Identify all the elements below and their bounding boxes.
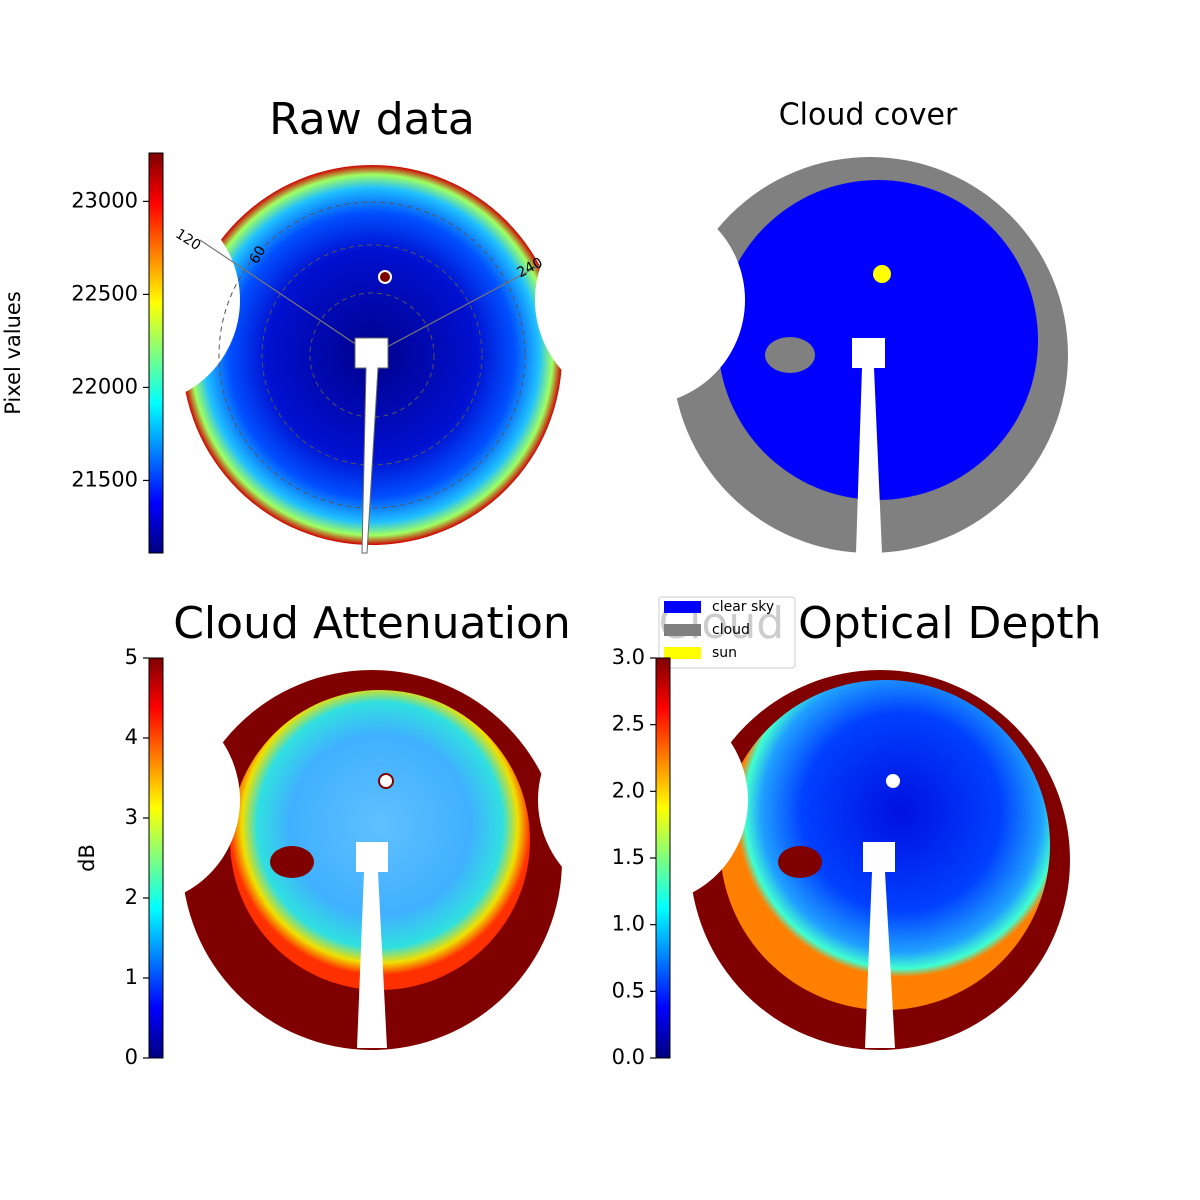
panel-title: Cloud Attenuation — [173, 598, 571, 649]
y-tick-label: 23000 — [71, 188, 138, 212]
y-tick-label: 21500 — [71, 467, 138, 491]
y-axis-label: Pixel values — [1, 291, 25, 415]
legend-label: clear sky — [712, 599, 774, 615]
y-tick-label: 2.5 — [612, 712, 645, 736]
polar-label: 60 — [247, 243, 270, 266]
colorbar — [148, 657, 164, 1059]
cloud-cover-image — [535, 157, 1068, 553]
y-tick-label: 1 — [125, 965, 138, 989]
legend-label: cloud — [712, 622, 750, 638]
y-tick-label: 3.0 — [612, 645, 645, 669]
y-tick-label: 4 — [125, 725, 138, 749]
y-tick-label: 2.0 — [612, 778, 645, 802]
y-tick-label: 0 — [125, 1045, 138, 1069]
panel-title: Raw data — [269, 94, 475, 145]
colorbar — [148, 152, 164, 554]
colorbar — [655, 657, 671, 1059]
y-tick-label: 2 — [125, 885, 138, 909]
y-tick-label: 22500 — [71, 281, 138, 305]
optical-depth-image — [538, 670, 1070, 1050]
y-tick-label: 0.0 — [612, 1045, 645, 1069]
legend-swatch — [664, 624, 701, 636]
legend-swatch — [664, 601, 701, 613]
legend-swatch — [664, 647, 701, 659]
y-tick-label: 22000 — [71, 374, 138, 398]
panel-title: Cloud cover — [779, 98, 958, 133]
attenuation-image — [30, 670, 562, 1050]
y-tick-label: 5 — [125, 645, 138, 669]
y-tick-label: 0.5 — [612, 978, 645, 1002]
y-tick-label: 1.5 — [612, 845, 645, 869]
legend-label: sun — [712, 645, 737, 661]
raw-image — [30, 165, 573, 554]
y-tick-label: 3 — [125, 805, 138, 829]
y-axis-label: dB — [75, 844, 99, 872]
y-tick-label: 1.0 — [612, 912, 645, 936]
